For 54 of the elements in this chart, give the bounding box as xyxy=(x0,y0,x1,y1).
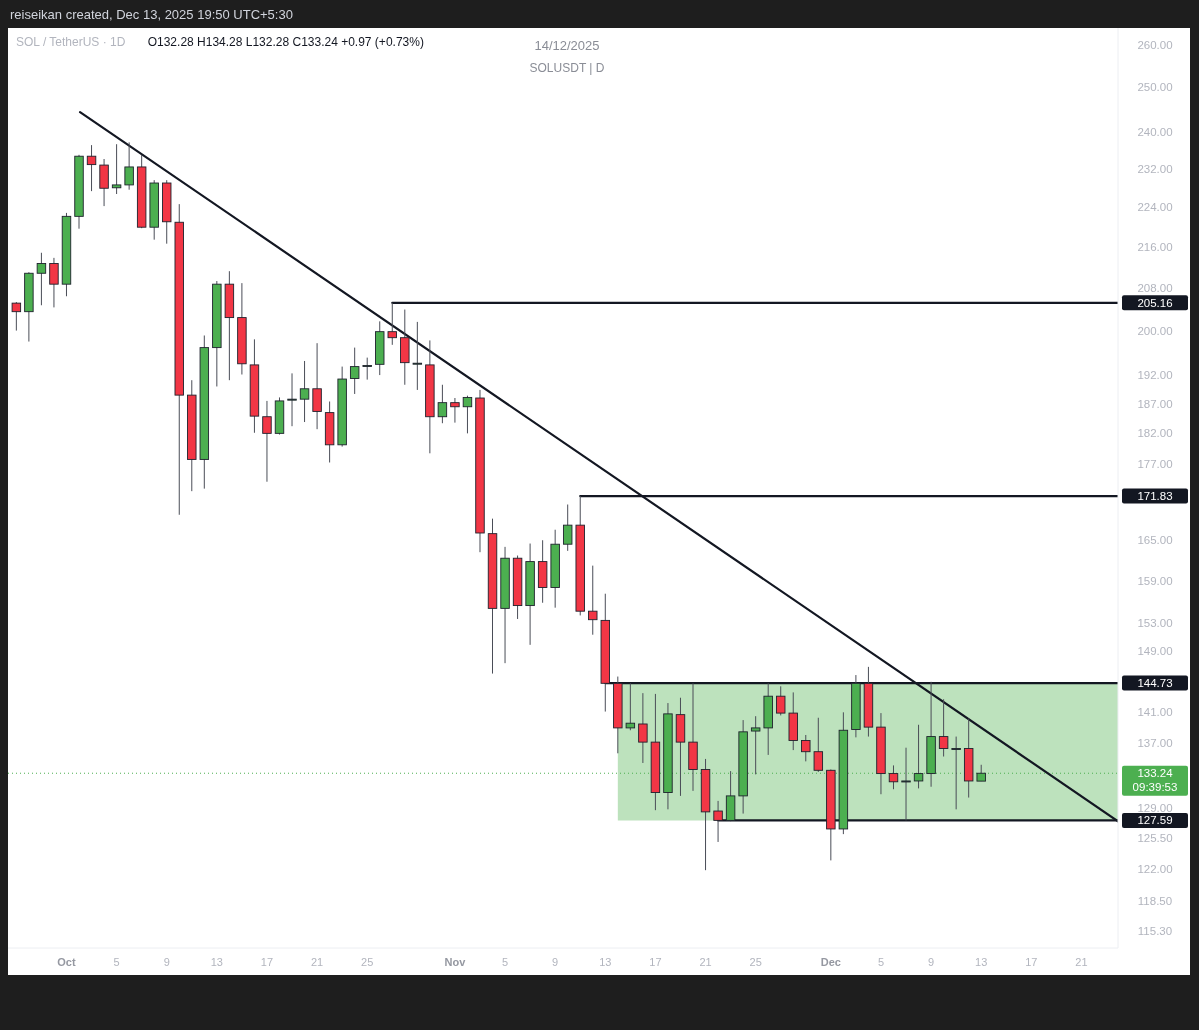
y-tick-label: 260.00 xyxy=(1137,38,1173,51)
x-tick-label: 9 xyxy=(928,956,935,968)
data-label: 205.16 xyxy=(1137,296,1173,309)
y-tick-label: 182.00 xyxy=(1137,427,1173,440)
x-tick-label: 13 xyxy=(210,956,223,968)
data-label: 127.59 xyxy=(1137,814,1173,827)
y-tick-label: 129.00 xyxy=(1137,802,1173,815)
y-tick-label: 141.00 xyxy=(1137,705,1173,718)
x-tick-label: Nov xyxy=(444,956,467,968)
x-tick-label: 5 xyxy=(877,956,885,968)
y-tick-label: 149.00 xyxy=(1137,645,1173,658)
x-tick-label: 21 xyxy=(310,956,324,968)
y-tick-label: 125.50 xyxy=(1137,832,1173,845)
y-tick-label: 208.00 xyxy=(1137,281,1173,294)
x-tick-label: 13 xyxy=(599,956,612,968)
x-tick-label: 17 xyxy=(1025,956,1038,968)
x-tick-label: 9 xyxy=(552,956,559,968)
annotation: SOLUSDT | D xyxy=(529,61,605,75)
x-tick-label: 21 xyxy=(1075,956,1088,968)
y-tick-label: 177.00 xyxy=(1137,457,1173,470)
y-tick-label: 224.00 xyxy=(1137,201,1173,214)
annotation: 14/12/2025 xyxy=(534,38,600,53)
text: O132.28 H134.28 L132.28 C133.24 +0.97 (+0.73%) xyxy=(147,35,424,49)
y-tick-label: 187.00 xyxy=(1137,397,1173,410)
y-tick-label: 240.00 xyxy=(1137,125,1173,138)
y-tick-label: 192.00 xyxy=(1137,369,1173,382)
text: SOL / TetherUS · 1D xyxy=(16,35,126,49)
x-tick-label: 17 xyxy=(649,956,662,968)
y-tick-label: 153.00 xyxy=(1137,616,1173,629)
data-label: 171.83 xyxy=(1137,490,1173,503)
x-tick-label: Oct xyxy=(57,956,76,968)
x-tick-label: 13 xyxy=(975,956,988,968)
x-tick-label: 25 xyxy=(361,956,374,968)
y-tick-label: 115.30 xyxy=(1137,924,1173,937)
x-tick-label: 21 xyxy=(699,956,712,968)
y-tick-label: 122.00 xyxy=(1137,863,1173,876)
x-tick-label: 9 xyxy=(163,956,170,968)
text: reiseikan created, Dec 13, 2025 19:50 UTC+5:30 xyxy=(10,7,293,22)
y-tick-label: 137.00 xyxy=(1137,736,1173,749)
y-tick-label: 216.00 xyxy=(1137,240,1173,253)
y-tick-label: 165.00 xyxy=(1137,534,1173,547)
x-tick-label: 5 xyxy=(501,956,509,968)
data-label: 144.73 xyxy=(1137,677,1173,690)
x-tick-label: 5 xyxy=(113,956,120,968)
x-tick-label: 25 xyxy=(749,956,762,968)
y-tick-label: 250.00 xyxy=(1137,81,1173,94)
y-tick-label: 118.50 xyxy=(1137,895,1173,908)
y-tick-label: 232.00 xyxy=(1137,162,1173,175)
y-tick-label: 159.00 xyxy=(1137,574,1173,587)
text: 09:39:53 xyxy=(1132,781,1178,794)
y-tick-label: 200.00 xyxy=(1137,324,1173,337)
x-tick-label: Dec xyxy=(820,956,841,968)
ref-line-label: 133.24 xyxy=(1137,767,1174,780)
x-tick-label: 17 xyxy=(260,956,274,968)
